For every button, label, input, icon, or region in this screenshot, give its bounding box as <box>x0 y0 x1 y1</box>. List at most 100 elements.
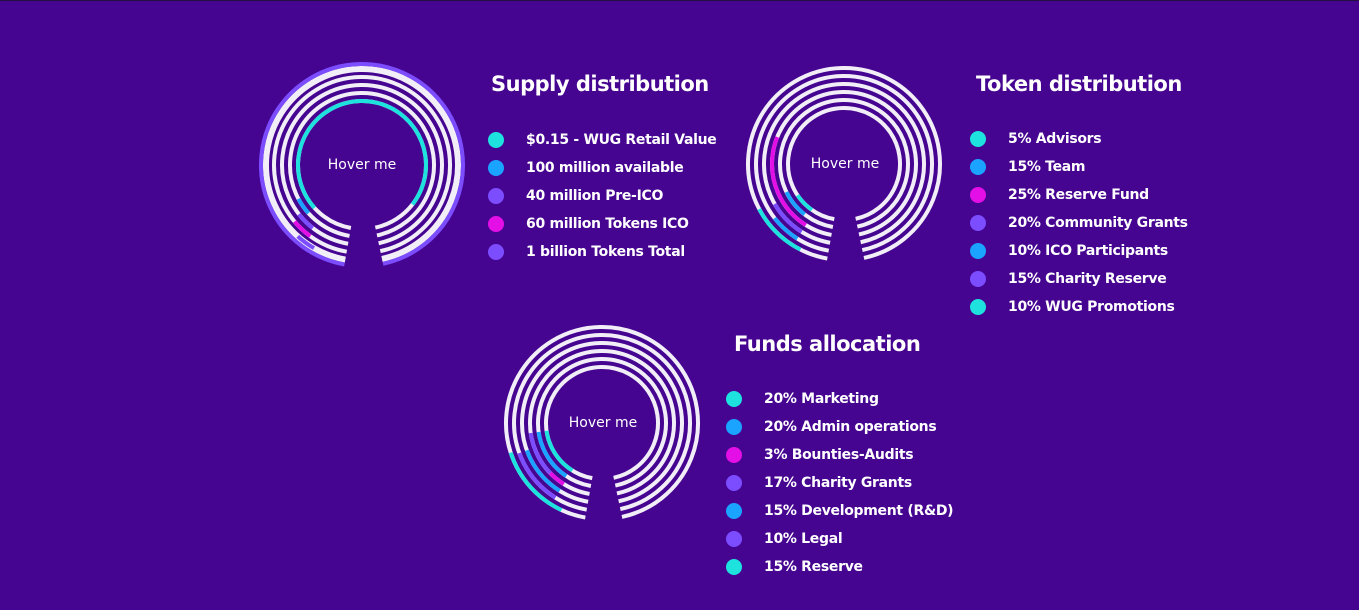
legend-label: 5% Advisors <box>1008 131 1102 147</box>
ring-segment <box>544 430 574 473</box>
legend-label: 20% Admin operations <box>764 419 937 435</box>
token-ring-chart[interactable] <box>744 64 944 264</box>
legend-dot-icon <box>726 559 742 575</box>
ring-track <box>754 74 934 253</box>
ring-segment <box>296 99 428 210</box>
legend-item: 20% Community Grants <box>970 209 1188 237</box>
ring-segment <box>770 136 807 227</box>
ring-segment <box>508 452 563 512</box>
legend-dot-icon <box>726 503 742 519</box>
legend-label: 17% Charity Grants <box>764 475 912 491</box>
ring-segment <box>548 471 565 486</box>
legend-dot-icon <box>488 188 504 204</box>
legend-label: 25% Reserve Fund <box>1008 187 1149 203</box>
supply-legend: $0.15 - WUG Retail Value 100 million avai… <box>488 126 717 266</box>
supply-ring-chart[interactable] <box>258 62 465 267</box>
legend-item: 40 million Pre-ICO <box>488 182 716 210</box>
legend-item: $0.15 - WUG Retail Value <box>488 126 717 154</box>
token-hover-label[interactable]: Hover me <box>810 156 880 172</box>
legend-item: 15% Team <box>970 153 1188 181</box>
ring-segment <box>258 62 465 267</box>
ring-segment <box>293 220 312 238</box>
legend-dot-icon <box>970 215 986 231</box>
legend-label: 15% Development (R&D) <box>764 503 954 519</box>
ring-segment <box>784 191 806 217</box>
legend-item: 10% ICO Participants <box>970 237 1188 265</box>
funds-legend: 20% Marketing 20% Admin operations 3% Boun… <box>726 385 954 581</box>
legend-item: 60 million Tokens ICO <box>488 210 716 238</box>
legend-label: 15% Team <box>1008 159 1086 175</box>
legend-item: 3% Bounties-Audits <box>726 441 953 469</box>
legend-item: 10% WUG Promotions <box>970 293 1188 321</box>
legend-label: 60 million Tokens ICO <box>526 216 689 232</box>
legend-label: 10% ICO Participants <box>1008 243 1168 259</box>
legend-label: 15% Charity Reserve <box>1008 271 1167 287</box>
token-distribution-chart[interactable]: Hover me <box>744 64 944 264</box>
ring-segment <box>795 194 814 212</box>
legend-dot-icon <box>970 299 986 315</box>
ring-segment <box>524 449 561 493</box>
legend-label: 3% Bounties-Audits <box>764 447 914 463</box>
legend-dot-icon <box>970 243 986 259</box>
ring-segment <box>772 202 803 234</box>
legend-dot-icon <box>726 475 742 491</box>
legend-item: 20% Marketing <box>726 385 953 413</box>
legend-label: 1 billion Tokens Total <box>526 244 685 260</box>
legend-dot-icon <box>488 244 504 260</box>
legend-dot-icon <box>488 132 504 148</box>
ring-segment <box>517 452 557 500</box>
supply-hover-label[interactable]: Hover me <box>327 157 397 173</box>
ring-track <box>272 75 452 254</box>
ring-segment <box>757 208 802 252</box>
ring-segment <box>304 195 316 210</box>
legend-dot-icon <box>488 216 504 232</box>
supply-title: Supply distribution <box>491 72 709 96</box>
legend-item: 17% Charity Grants <box>726 469 953 497</box>
legend-item: 5% Advisors <box>970 125 1188 153</box>
token-title: Token distribution <box>976 72 1182 96</box>
legend-dot-icon <box>726 531 742 547</box>
legend-dot-icon <box>970 271 986 287</box>
legend-item: 1 billion Tokens Total <box>488 238 716 266</box>
legend-item: 100 million available <box>488 154 716 182</box>
legend-dot-icon <box>970 187 986 203</box>
legend-dot-icon <box>970 159 986 175</box>
legend-item: 15% Development (R&D) <box>726 497 954 525</box>
legend-dot-icon <box>726 447 742 463</box>
ring-track <box>288 91 436 238</box>
legend-item: 15% Reserve <box>726 553 953 581</box>
legend-item: 25% Reserve Fund <box>970 181 1188 209</box>
ring-segment <box>536 431 568 478</box>
funds-hover-label[interactable]: Hover me <box>568 415 638 431</box>
funds-title: Funds allocation <box>734 332 921 356</box>
funds-allocation-chart[interactable]: Hover me <box>502 323 702 523</box>
ring-track <box>746 66 942 261</box>
funds-ring-chart[interactable] <box>502 323 702 523</box>
legend-label: 20% Marketing <box>764 391 879 407</box>
token-legend: 5% Advisors 15% Team 25% Reserve Fund 20% C… <box>970 125 1188 321</box>
legend-dot-icon <box>726 419 742 435</box>
ring-segment <box>773 216 799 241</box>
ring-segment <box>528 432 552 475</box>
legend-label: 10% WUG Promotions <box>1008 299 1175 315</box>
legend-dot-icon <box>488 160 504 176</box>
legend-label: 15% Reserve <box>764 559 863 575</box>
ring-segment <box>296 234 316 250</box>
legend-label: 20% Community Grants <box>1008 215 1188 231</box>
legend-item: 10% Legal <box>726 525 953 553</box>
ring-segment <box>297 212 315 230</box>
legend-dot-icon <box>726 391 742 407</box>
ring-segment <box>296 197 311 215</box>
legend-label: $0.15 - WUG Retail Value <box>526 132 717 148</box>
ring-track <box>263 66 461 263</box>
ring-track <box>762 82 926 245</box>
legend-dot-icon <box>970 131 986 147</box>
legend-item: 20% Admin operations <box>726 413 953 441</box>
supply-distribution-chart[interactable]: Hover me <box>258 62 465 267</box>
legend-label: 10% Legal <box>764 531 843 547</box>
legend-label: 40 million Pre-ICO <box>526 188 664 204</box>
ring-track <box>786 106 902 222</box>
legend-item: 15% Charity Reserve <box>970 265 1188 293</box>
ring-track <box>280 83 444 246</box>
legend-label: 100 million available <box>526 160 684 176</box>
